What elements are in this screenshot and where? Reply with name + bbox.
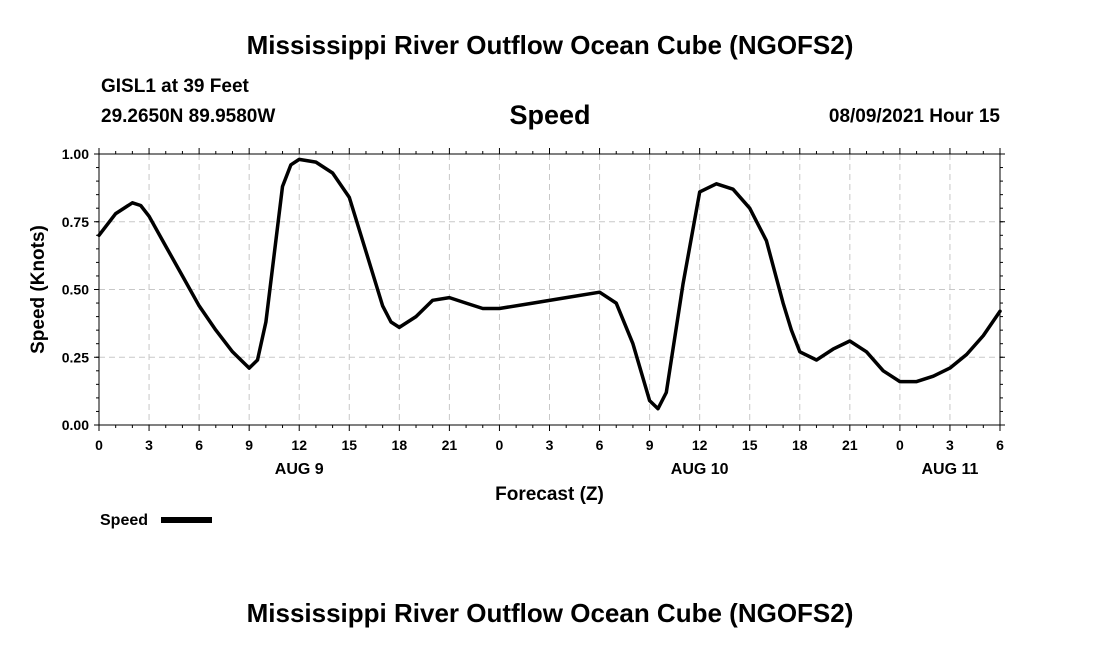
x-tick-label: 9 xyxy=(646,437,654,453)
x-tick-label: 15 xyxy=(341,437,357,453)
plot-frame xyxy=(98,153,1001,426)
axis-labels: 0.00 0.25 0.50 0.75 1.00 0 3 6 9 12 15 18 21 0 3 6 9 12 15… xyxy=(62,146,1004,478)
x-tick-label: 21 xyxy=(842,437,858,453)
x-tick-label: 12 xyxy=(291,437,307,453)
chart-title: Mississippi River Outflow Ocean Cube (NG… xyxy=(246,30,854,60)
x-tick-label: 0 xyxy=(95,437,103,453)
grid xyxy=(99,154,1000,425)
coordinates-label: 29.2650N 89.9580W xyxy=(101,106,276,127)
y-axis-title: Speed (Knots) xyxy=(28,225,49,354)
y-tick-label: 1.00 xyxy=(62,146,89,162)
legend-label: Speed xyxy=(100,512,148,529)
y-tick-label: 0.00 xyxy=(62,417,89,433)
x-tick-label: 0 xyxy=(896,437,904,453)
x-tick-label: 18 xyxy=(392,437,408,453)
station-label: GISL1 at 39 Feet xyxy=(101,76,249,97)
y-tick-label: 0.75 xyxy=(62,214,89,230)
x-tick-label: 9 xyxy=(245,437,253,453)
x-tick-label: 18 xyxy=(792,437,808,453)
y-tick-label: 0.25 xyxy=(62,349,89,365)
x-tick-label: 3 xyxy=(145,437,153,453)
date-label: AUG 11 xyxy=(921,461,978,478)
x-tick-label: 15 xyxy=(742,437,758,453)
x-tick-label: 6 xyxy=(996,437,1004,453)
x-tick-label: 21 xyxy=(442,437,458,453)
date-label: AUG 9 xyxy=(275,461,324,478)
x-tick-label: 3 xyxy=(946,437,954,453)
series-layer xyxy=(97,157,1002,411)
y-tick-label: 0.50 xyxy=(62,282,89,298)
date-label: AUG 10 xyxy=(671,461,729,478)
variable-title: Speed xyxy=(509,100,591,130)
x-tick-label: 6 xyxy=(596,437,604,453)
x-tick-label: 0 xyxy=(496,437,504,453)
forecast-datetime: 08/09/2021 Hour 15 xyxy=(828,106,1000,127)
x-tick-label: 6 xyxy=(195,437,203,453)
footer-title: Mississippi River Outflow Ocean Cube (NG… xyxy=(246,598,854,628)
x-tick-label: 12 xyxy=(692,437,708,453)
x-tick-label: 3 xyxy=(546,437,554,453)
x-axis-title: Forecast (Z) xyxy=(495,484,604,505)
speed-series-line xyxy=(97,157,1002,411)
